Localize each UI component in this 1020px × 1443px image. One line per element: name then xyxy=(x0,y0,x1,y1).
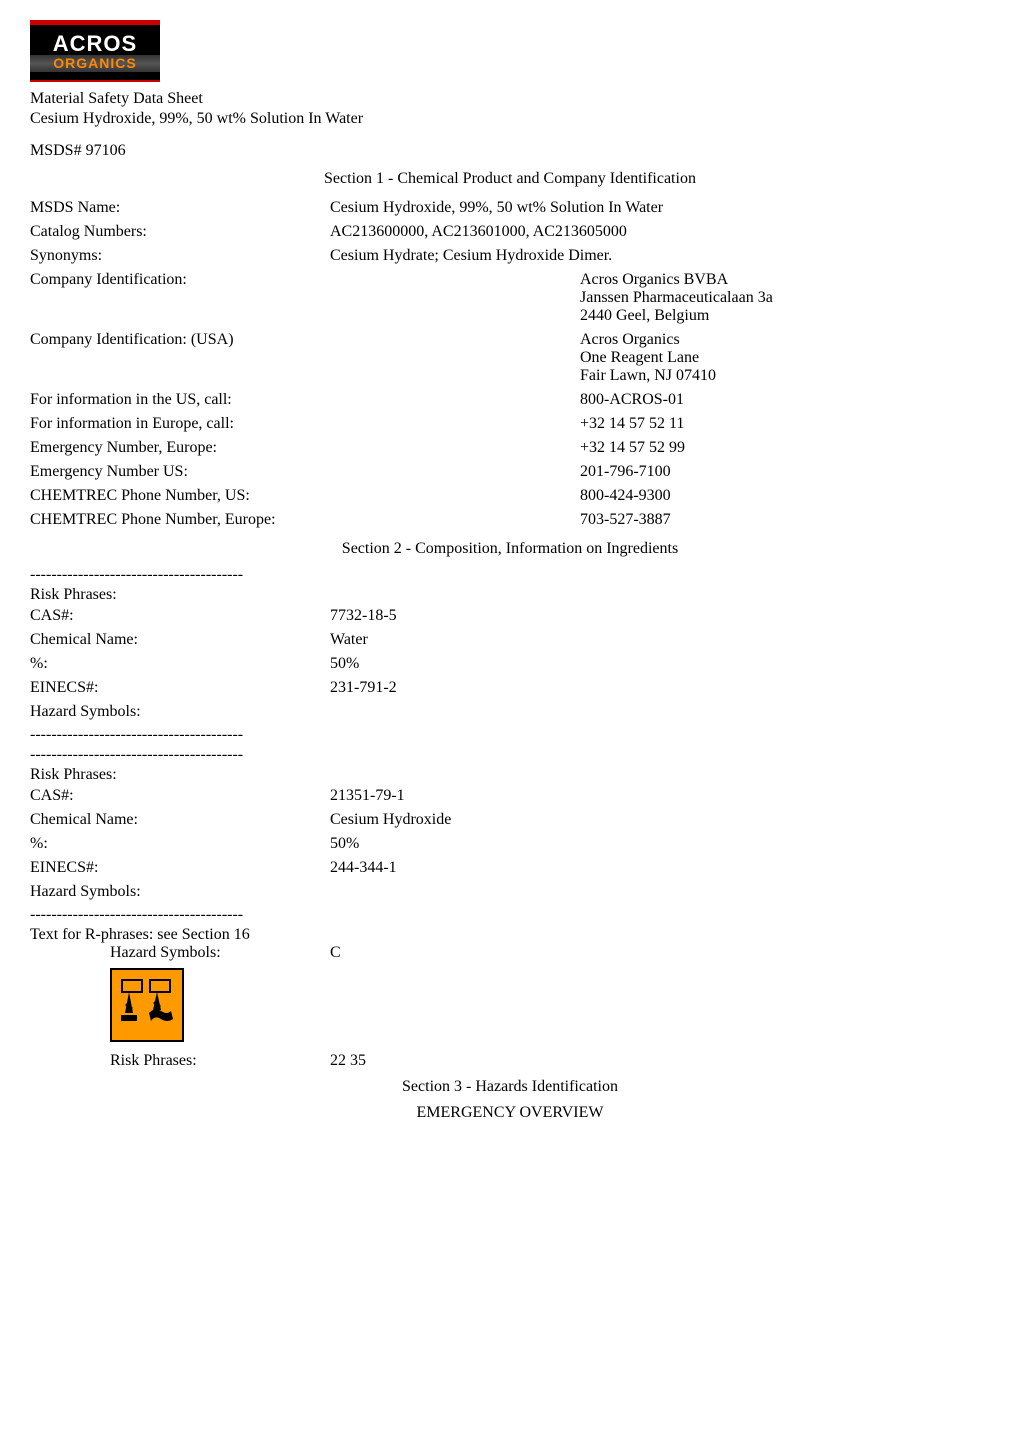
ing1-name-value: Water xyxy=(330,628,397,652)
msds-name-label: MSDS Name: xyxy=(30,196,330,220)
company-id-usa-line3: Fair Lawn, NJ 07410 xyxy=(580,367,990,385)
ing1-cas-label: CAS#: xyxy=(30,604,330,628)
ing2-cas-label: CAS#: xyxy=(30,784,330,808)
ing2-name-label: Chemical Name: xyxy=(30,808,330,832)
ingredient1-table: CAS#: 7732-18-5 Chemical Name: Water %: … xyxy=(30,604,397,724)
info-eu-value: +32 14 57 52 11 xyxy=(330,412,990,436)
msds-name-value: Cesium Hydroxide, 99%, 50 wt% Solution I… xyxy=(330,196,990,220)
emerg-us-label: Emergency Number US: xyxy=(30,460,330,484)
info-us-label: For information in the US, call: xyxy=(30,388,330,412)
ing2-einecs-label: EINECS#: xyxy=(30,856,330,880)
separator-2: ---------------------------------------- xyxy=(30,726,990,744)
chemtrec-us-label: CHEMTREC Phone Number, US: xyxy=(30,484,330,508)
chemtrec-eu-value: 703-527-3887 xyxy=(330,508,990,532)
ing2-hazard-label: Hazard Symbols: xyxy=(30,880,330,904)
section1-header: Section 1 - Chemical Product and Company… xyxy=(30,170,990,188)
emerg-eu-label: Emergency Number, Europe: xyxy=(30,436,330,460)
chemtrec-eu-label: CHEMTREC Phone Number, Europe: xyxy=(30,508,330,532)
ing1-name-label: Chemical Name: xyxy=(30,628,330,652)
ing1-einecs-value: 231-791-2 xyxy=(330,676,397,700)
ing1-hazard-label: Hazard Symbols: xyxy=(30,700,330,724)
company-id-usa-line2: One Reagent Lane xyxy=(580,349,990,367)
risk-phrases-label-2: Risk Phrases: xyxy=(30,766,990,784)
ing2-pct-label: %: xyxy=(30,832,330,856)
info-us-value: 800-ACROS-01 xyxy=(330,388,990,412)
ing1-einecs-label: EINECS#: xyxy=(30,676,330,700)
section3-header: Section 3 - Hazards Identification xyxy=(30,1078,990,1096)
ing1-pct-label: %: xyxy=(30,652,330,676)
ing2-cas-value: 21351-79-1 xyxy=(330,784,451,808)
hazard-symbols-label: Hazard Symbols: xyxy=(110,944,330,962)
risk-phrases-row-value: 22 35 xyxy=(330,1052,366,1070)
risk-phrases-row-label: Risk Phrases: xyxy=(110,1052,330,1070)
logo-bottom-text: ORGANICS xyxy=(30,55,160,72)
synonyms-label: Synonyms: xyxy=(30,244,330,268)
msds-number: MSDS# 97106 xyxy=(30,142,990,160)
ing1-pct-value: 50% xyxy=(330,652,397,676)
catalog-value: AC213600000, AC213601000, AC213605000 xyxy=(330,220,990,244)
sheet-title: Material Safety Data Sheet xyxy=(30,90,990,108)
separator-1: ---------------------------------------- xyxy=(30,566,990,584)
emerg-us-value: 201-796-7100 xyxy=(330,460,990,484)
ing2-einecs-value: 244-344-1 xyxy=(330,856,451,880)
company-id-line2: Janssen Pharmaceuticalaan 3a xyxy=(580,289,990,307)
risk-phrases-label-1: Risk Phrases: xyxy=(30,586,990,604)
hazard-symbols-value: C xyxy=(330,944,341,962)
chemtrec-us-value: 800-424-9300 xyxy=(330,484,990,508)
separator-3: ---------------------------------------- xyxy=(30,746,990,764)
info-eu-label: For information in Europe, call: xyxy=(30,412,330,436)
section2-header: Section 2 - Composition, Information on … xyxy=(30,540,990,558)
logo-top-text: ACROS xyxy=(53,33,137,55)
ing2-pct-value: 50% xyxy=(330,832,451,856)
separator-4: ---------------------------------------- xyxy=(30,906,990,924)
emerg-eu-value: +32 14 57 52 99 xyxy=(330,436,990,460)
text-r-phrases: Text for R-phrases: see Section 16 xyxy=(30,926,990,944)
company-id-label: Company Identification: xyxy=(30,268,330,328)
emergency-overview: EMERGENCY OVERVIEW xyxy=(30,1104,990,1122)
company-id-line3: 2440 Geel, Belgium xyxy=(580,307,990,325)
ing1-cas-value: 7732-18-5 xyxy=(330,604,397,628)
company-id-usa-label: Company Identification: (USA) xyxy=(30,328,330,388)
ing2-name-value: Cesium Hydroxide xyxy=(330,808,451,832)
ingredient2-table: CAS#: 21351-79-1 Chemical Name: Cesium H… xyxy=(30,784,451,904)
product-name: Cesium Hydroxide, 99%, 50 wt% Solution I… xyxy=(30,110,990,128)
section1-table: MSDS Name: Cesium Hydroxide, 99%, 50 wt%… xyxy=(30,196,990,532)
catalog-label: Catalog Numbers: xyxy=(30,220,330,244)
corrosive-icon xyxy=(110,968,184,1042)
company-id-line1: Acros Organics BVBA xyxy=(580,271,990,289)
company-id-usa-line1: Acros Organics xyxy=(580,331,990,349)
acros-logo: ACROS ORGANICS xyxy=(30,20,160,82)
synonyms-value: Cesium Hydrate; Cesium Hydroxide Dimer. xyxy=(330,244,990,268)
